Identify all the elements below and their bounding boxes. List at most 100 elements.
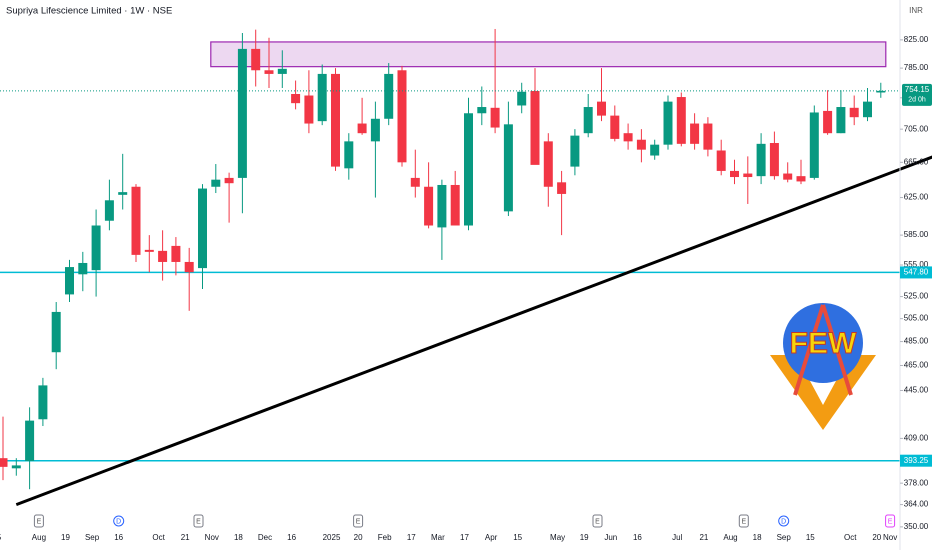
candle-body [198,188,207,269]
candle-body [424,186,434,226]
x-tick-label: Dec [258,533,272,542]
candle-body [331,73,340,167]
candle-body [384,73,394,119]
candle-body [437,184,447,228]
y-tick-label: 409.00 [904,433,929,442]
event-label: E [888,518,893,525]
candle-body [78,262,88,275]
candle-body [676,97,686,144]
event-marker [33,514,44,528]
candle-body [211,179,221,187]
candle-body [237,48,247,178]
candle-body [783,173,793,180]
x-tick-label: Jun [604,533,617,542]
y-tick-label: 445.00 [904,386,929,395]
candle-body [357,123,367,134]
candle-body [91,225,101,271]
event-label: E [196,518,201,525]
y-tick-label: 825.00 [904,35,929,44]
x-tick-label: 16 [287,533,296,542]
candle-body [583,107,593,134]
candle-body [597,101,606,116]
candle-body [25,420,35,462]
x-tick-label: 21 [181,533,190,542]
x-tick-label: 15 [806,533,815,542]
resistance-zone [210,41,887,68]
y-tick-label: 585.00 [904,230,929,239]
x-tick-label: Nov [883,533,897,542]
candle-body [118,192,128,195]
candle-body [503,124,513,212]
trendline [15,155,932,506]
y-tick-label: 665.00 [904,157,929,166]
candle-body [623,133,633,142]
x-tick-label: Mar [431,533,445,542]
candle-body [809,112,819,178]
level-label: 547.80 [904,268,929,277]
candle-body [38,385,48,420]
x-tick-label: 20 [872,533,881,542]
candle-body [636,139,646,150]
candle-body [344,141,354,169]
candle-body [557,182,567,194]
x-tick-label: Feb [378,533,392,542]
event-marker [738,514,749,528]
x-tick-label: Nov [205,533,219,542]
candle-body [663,101,673,145]
event-marker [885,514,896,528]
candle-body [703,123,713,150]
candle-body [823,110,833,134]
event-marker [193,514,204,528]
y-tick-label: 625.00 [904,193,929,202]
candle-body [490,107,500,128]
candle-body [517,91,527,106]
y-tick-label: 378.00 [904,478,929,487]
logo-text: FEW [790,327,857,360]
y-tick-label: 505.00 [904,314,929,323]
candle-body [11,465,21,469]
candle-body [743,173,753,178]
x-tick-label: 17 [407,533,416,542]
candle-body [849,107,859,118]
y-tick-label: 364.00 [904,500,929,509]
candle-body [277,68,287,74]
y-tick-label: 465.00 [904,361,929,370]
logo-chevron [770,355,876,430]
y-tick-label: 525.00 [904,292,929,301]
candle-body [131,186,141,255]
candle-body [0,458,8,467]
x-tick-label: 17 [460,533,469,542]
candle-body [51,311,61,353]
x-tick-label: 2025 [323,533,341,542]
x-tick-label: 20 [354,533,363,542]
x-tick-label: Aug [32,533,46,542]
x-tick-label: Aug [723,533,737,542]
plot-area [0,28,932,506]
candle-body [769,143,779,177]
x-tick-label: Apr [485,533,498,542]
candle-body [690,123,700,144]
candle-body [464,113,473,226]
x-tick-label: 5 [0,533,2,542]
countdown-label: 2d 0h [908,97,926,104]
candle-body [370,118,380,142]
candle-body [317,73,327,122]
event-marker [353,514,364,528]
x-tick-label: May [550,533,565,542]
y-tick-label: 350.00 [904,522,929,531]
candle-body [836,107,846,134]
candle-body [477,107,487,114]
candle-body [264,70,274,74]
x-tick-label: 19 [61,533,70,542]
candle-body [65,267,74,295]
last-price-bg [902,83,932,106]
event-label: D [116,518,121,525]
candle-body [450,184,460,226]
y-tick-label: 785.00 [904,63,929,72]
y-tick-label: 705.00 [904,124,929,133]
x-tick-label: Oct [844,533,857,542]
logo-compass [793,304,825,396]
logo-compass [821,304,853,396]
event-label: D [781,518,786,525]
